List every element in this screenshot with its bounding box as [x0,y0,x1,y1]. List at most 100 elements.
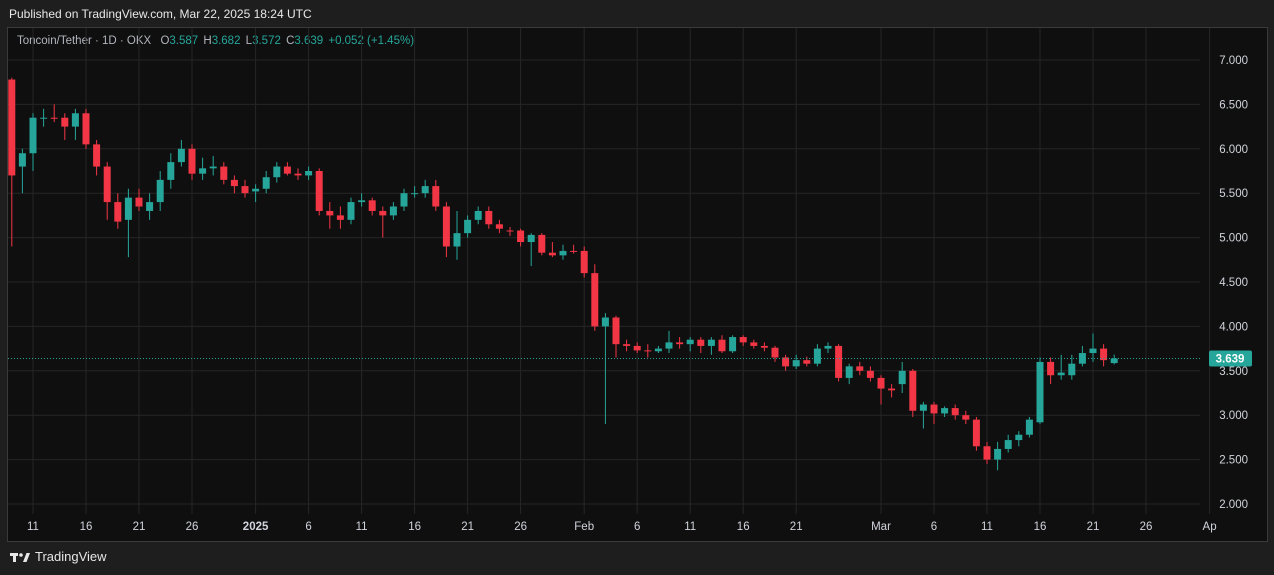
x-tick-label: 21 [461,521,474,533]
candle-down [570,250,578,252]
y-tick-label: 7.000 [1219,55,1248,67]
candle-down [633,345,641,351]
candle-up [527,234,535,243]
candle-down [718,339,726,352]
candle-down [442,206,450,247]
candle-down [61,117,69,127]
candle-down [103,166,111,203]
candle-down [241,186,249,194]
y-tick-label: 6.500 [1219,99,1248,111]
candle-down [379,210,387,216]
x-tick-label: 6 [634,521,640,533]
candle-up [686,339,694,345]
low-label: L [245,35,253,47]
x-tick-label: 11 [356,521,368,533]
symbol-title: Toncoin/Tether · 1D · OKX [17,35,152,47]
y-tick-label: 2.000 [1219,499,1248,511]
y-tick-label: 3.500 [1219,366,1248,378]
candle-down [803,360,811,364]
candle-down [220,166,228,180]
x-tick-label: Mar [871,521,891,533]
symbol-legend: Toncoin/Tether · 1D · OKX O3.587 H3.682 … [17,35,414,47]
candle-down [548,252,556,256]
candle-down [1047,361,1055,376]
tradingview-logo-icon [10,551,30,563]
candle-up [601,317,609,327]
published-caption: Published on TradingView.com, Mar 22, 20… [9,7,312,21]
candles-group [8,77,1118,471]
x-tick-label: 2025 [243,521,269,533]
change-value: +0.052 (+1.45%) [328,35,415,47]
candle-up [654,348,662,352]
candle-down [623,344,631,346]
x-tick-label: 16 [1034,521,1047,533]
candle-down [315,171,323,211]
x-tick-label: 6 [305,521,311,533]
candle-down [771,347,779,358]
y-tick-label: 6.000 [1219,144,1248,156]
close-label: C [286,35,295,47]
candle-up [124,197,132,220]
candle-up [1068,363,1076,376]
candle-down [283,166,291,174]
candle-up [1025,419,1033,435]
candle-down [485,210,493,225]
x-tick-label: 21 [133,521,146,533]
candle-up [665,342,673,349]
candle-up [411,193,419,195]
candle-down [930,404,938,414]
candle-up [252,188,260,192]
candle-down [782,357,790,367]
low-value: 3.572 [252,35,281,47]
candle-up [40,117,48,119]
candle-up [358,200,366,203]
candle-up [813,348,821,364]
candle-up [994,448,1002,460]
candle-up [209,166,217,169]
candle-up [262,177,270,189]
x-tick-label: 26 [514,521,527,533]
candle-up [177,148,185,163]
x-tick-label: 26 [1140,521,1153,533]
x-tick-label: 16 [408,521,421,533]
x-tick-label: 11 [981,521,993,533]
x-tick-label: 6 [931,521,937,533]
candle-down [760,345,768,348]
candle-down [538,234,546,253]
candle-up [1110,358,1118,364]
candle-down [294,173,302,176]
candle-up [453,233,461,247]
candle-up [347,202,355,220]
candle-down [135,197,143,207]
y-tick-label: 5.500 [1219,188,1248,200]
candle-up [898,370,906,385]
y-tick-label: 3.000 [1219,410,1248,422]
candle-up [845,366,853,378]
candle-up [18,153,26,167]
candle-up [389,206,397,216]
candle-up [1015,434,1023,441]
last-price-tag [1209,350,1252,367]
y-tick-label: 4.000 [1219,321,1248,333]
footer-brand-text: TradingView [35,549,107,564]
candle-down [644,350,652,352]
candle-down [866,370,874,378]
candle-up [474,210,482,220]
x-tick-label: 11 [27,521,39,533]
candle-down [230,179,238,187]
candle-down [188,148,196,174]
y-tick-label: 2.500 [1219,455,1248,467]
candle-down [676,342,684,345]
candle-down [739,337,747,343]
y-tick-label: 5.000 [1219,233,1248,245]
x-tick-label: Ap [1203,521,1217,533]
footer-brand[interactable]: TradingView [10,549,107,564]
candle-up [941,408,949,414]
candle-up [559,250,567,256]
candle-down [697,339,705,346]
x-tick-label: 16 [80,521,93,533]
candle-down [877,377,885,389]
candle-down [114,202,122,222]
open-value: 3.587 [169,35,199,47]
